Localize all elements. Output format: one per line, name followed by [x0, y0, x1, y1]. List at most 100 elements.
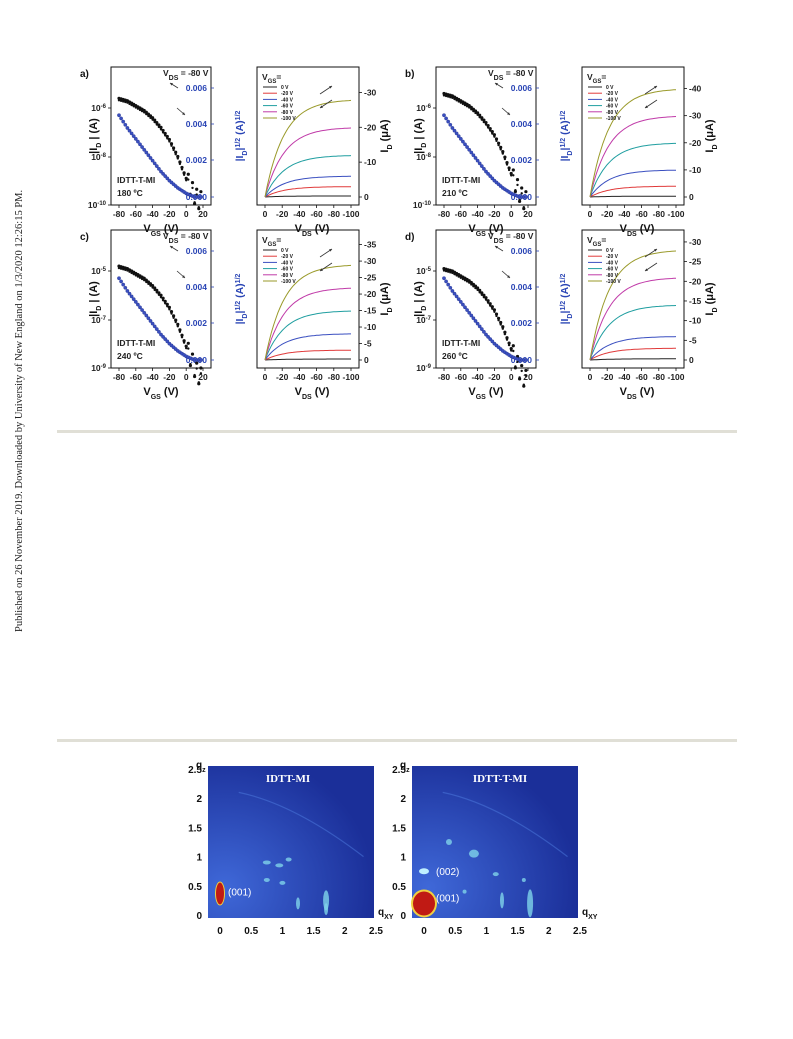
transfer-point-sqrt	[136, 139, 140, 144]
transfer-point-sqrt	[144, 150, 149, 155]
sqrt-tick-label: 0.002	[186, 318, 208, 328]
transfer-point-log	[142, 108, 146, 113]
diffraction-spot	[275, 863, 284, 868]
diffraction-spot	[324, 903, 329, 916]
transfer-point-log-reverse	[168, 140, 171, 143]
x-tick-label: -20	[488, 372, 501, 382]
transfer-point-log-reverse	[176, 157, 179, 160]
output-curve-0	[264, 195, 351, 198]
panel-letter: c)	[80, 232, 89, 243]
output-curve-3	[589, 142, 676, 198]
transfer-point-sqrt	[471, 153, 476, 158]
device-material-label: IDTT-T-MI	[442, 175, 480, 185]
output-curve-3	[264, 310, 351, 361]
transfer-point-sqrt	[471, 316, 476, 321]
transfer-point-sqrt	[148, 319, 153, 323]
anneal-temperature-label: 180 ºC	[117, 188, 143, 198]
transfer-point-sqrt	[152, 161, 157, 166]
transfer-point-log-reverse	[447, 95, 450, 98]
transfer-point-sqrt	[442, 113, 446, 118]
transfer-point-sqrt	[452, 291, 457, 296]
transfer-point-log	[509, 347, 513, 351]
transfer-point-log	[159, 125, 163, 129]
out-y-tick-label: -25	[689, 257, 702, 267]
device-material-label: IDTT-T-MI	[117, 175, 155, 185]
x-tick-label: 20	[523, 372, 533, 382]
transfer-point-log	[520, 186, 524, 190]
x-tick-label: -60	[455, 209, 468, 219]
transfer-point-sqrt	[150, 321, 155, 326]
out-y-tick-label: -20	[689, 276, 702, 286]
output-y-label: ID (μA)	[379, 282, 394, 316]
vds-label: VDS = -80 V	[488, 231, 534, 245]
transfer-point-log	[492, 133, 496, 137]
transfer-point-log	[482, 118, 486, 122]
out-y-tick-label: -30	[364, 87, 377, 97]
transfer-point-log-reverse	[499, 323, 502, 326]
out-y-tick-label: -15	[364, 306, 377, 316]
x-tick-label: -20	[163, 372, 176, 382]
transfer-point-log	[195, 187, 199, 191]
out-x-tick-label: -80	[328, 372, 341, 382]
out-x-tick-label: -40	[293, 372, 306, 382]
transfer-point-sqrt	[133, 300, 138, 304]
transfer-point-log	[469, 105, 473, 109]
transfer-point-sqrt	[140, 145, 144, 149]
transfer-point-log-reverse	[503, 157, 507, 161]
output-arrow-forward-head	[654, 249, 657, 252]
transfer-point-sqrt	[486, 334, 490, 339]
transfer-point-sqrt	[484, 332, 488, 337]
transfer-point-sqrt	[477, 161, 482, 166]
transfer-point-sqrt	[469, 313, 474, 318]
transfer-point-sqrt	[129, 131, 134, 136]
hot-spot-core	[216, 882, 224, 905]
transfer-point-log	[524, 190, 528, 194]
transfer-point-log	[494, 312, 499, 316]
diffraction-spot	[285, 857, 292, 862]
legend-title: VGS=	[587, 72, 606, 85]
out-y-tick-label: -20	[689, 138, 702, 148]
log-tick-label: 10-8	[91, 152, 106, 162]
transfer-point-log	[499, 145, 503, 150]
transfer-point-sqrt	[469, 150, 474, 155]
giwaxs-y-tick: 1.5	[392, 823, 406, 834]
transfer-point-log	[163, 131, 167, 136]
transfer-point-log-reverse	[449, 271, 452, 274]
anneal-temperature-label: 240 ºC	[117, 351, 143, 361]
transfer-point-sqrt	[138, 305, 142, 310]
transfer-point-sqrt	[479, 164, 484, 168]
transfer-point-log	[178, 328, 182, 332]
transfer-point-log	[184, 176, 188, 180]
transfer-point-sqrt	[165, 176, 170, 181]
transfer-point-log	[482, 293, 486, 297]
transfer-point-log	[157, 291, 161, 295]
out-x-tick-label: -40	[618, 209, 631, 219]
out-y-tick-label: 0	[364, 355, 369, 365]
x-tick-label: -80	[438, 372, 451, 382]
output-curve-5	[264, 264, 352, 361]
transfer-point-log-reverse	[180, 168, 184, 171]
giwaxs-x-tick: 0.5	[244, 926, 258, 937]
transfer-point-log-reverse	[442, 269, 446, 272]
sqrt-tick-label: 0.004	[186, 282, 208, 292]
transfer-point-log-reverse	[119, 99, 123, 103]
transfer-x-label: VGS (V)	[468, 386, 504, 401]
out-x-tick-label: -20	[276, 372, 289, 382]
transfer-point-sqrt	[154, 164, 159, 168]
transfer-point-sqrt	[123, 122, 128, 127]
transfer-point-log-reverse	[495, 139, 498, 143]
transfer-point-log-reverse	[524, 374, 528, 377]
out-y-tick-label: -30	[364, 256, 377, 266]
transfer-point-log	[174, 150, 178, 154]
transfer-point-log	[157, 123, 161, 127]
legend-entry: -20 V	[281, 91, 294, 97]
transfer-point-log	[165, 302, 169, 306]
output-curve-3	[264, 155, 352, 198]
transfer-point-sqrt	[144, 313, 149, 318]
sqrt-tick-label: 0.006	[511, 83, 533, 93]
transfer-point-log-reverse	[199, 372, 203, 375]
giwaxs-x-tick: 2.5	[573, 926, 587, 937]
log-tick-label: 10-6	[416, 103, 431, 113]
transfer-point-log-reverse	[195, 193, 198, 196]
transfer-point-sqrt	[486, 171, 490, 176]
